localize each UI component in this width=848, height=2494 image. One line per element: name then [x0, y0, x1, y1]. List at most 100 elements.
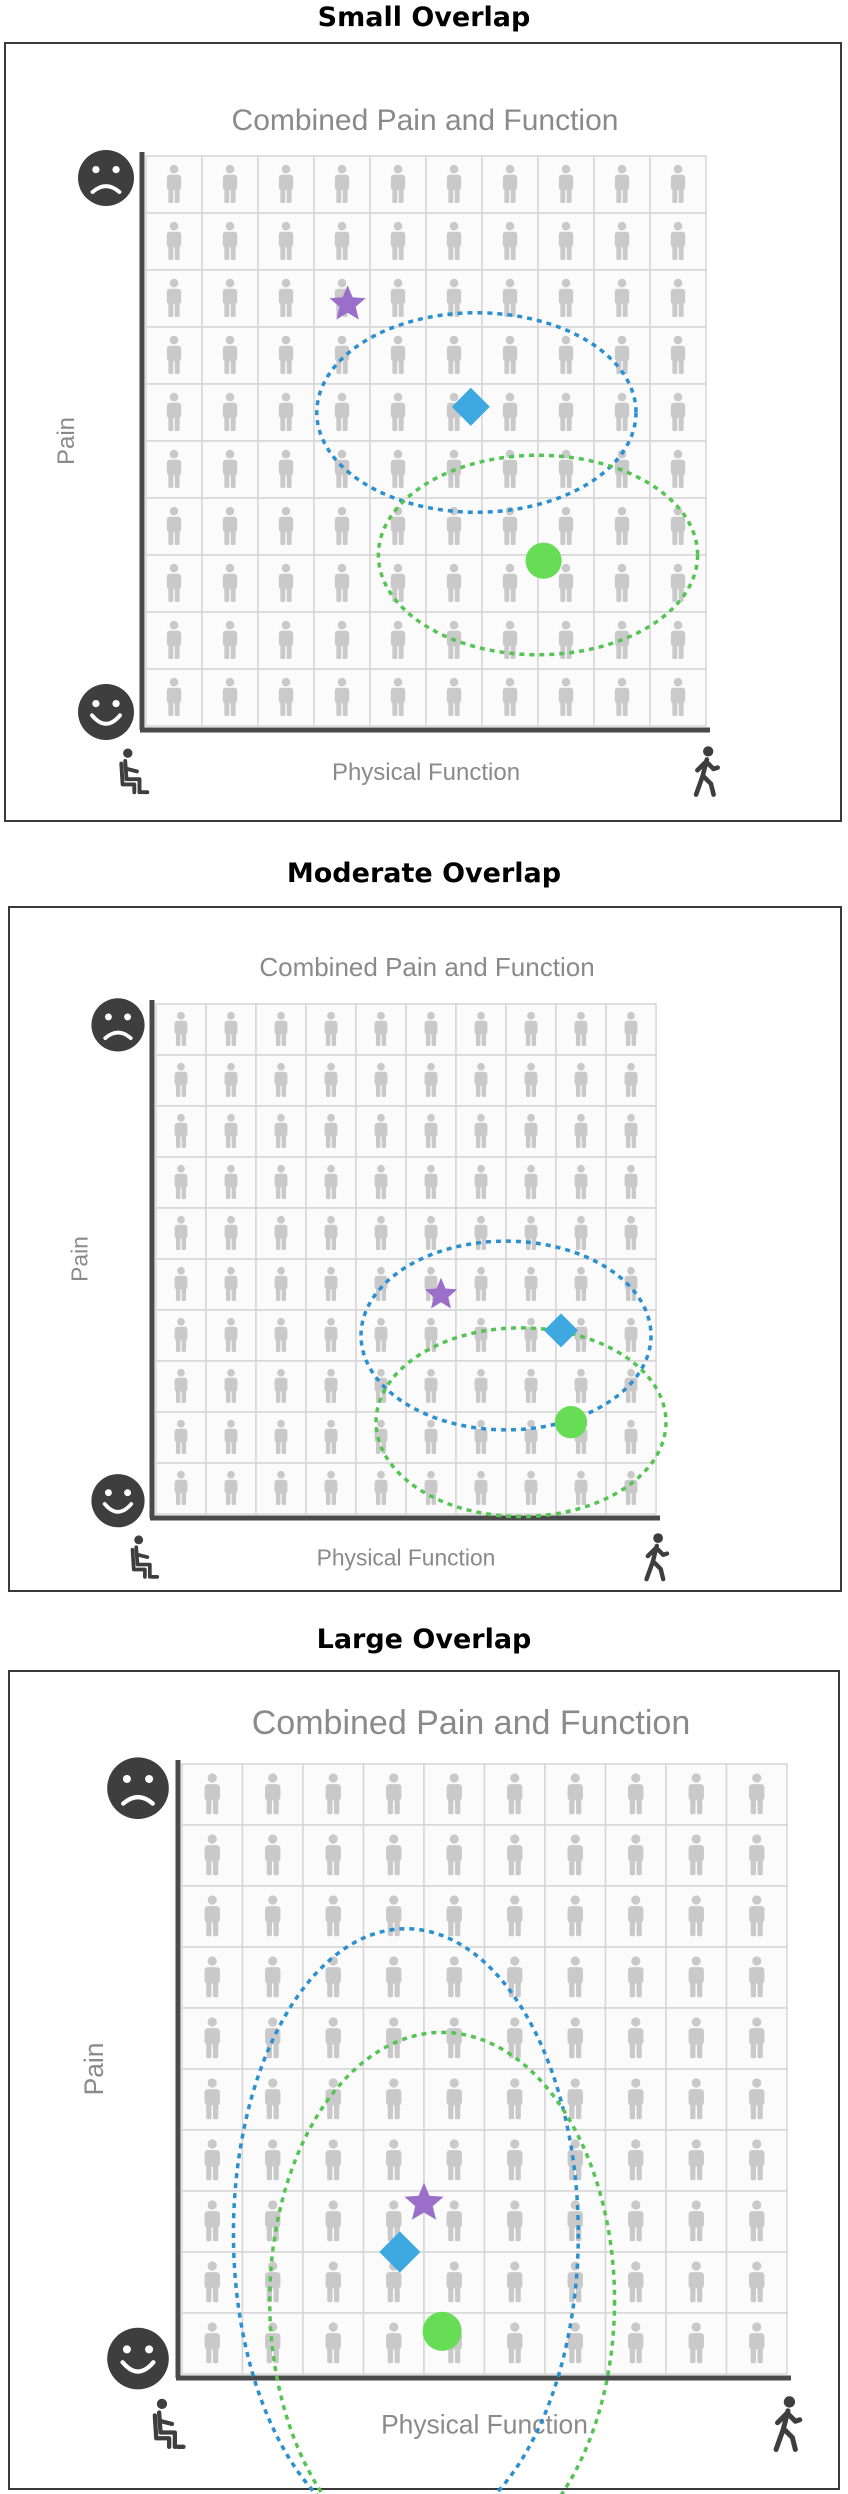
person-icon — [446, 506, 462, 545]
person-icon — [524, 1164, 538, 1200]
person-icon — [325, 1956, 341, 1998]
person-icon — [334, 164, 350, 203]
person-icon — [324, 1164, 338, 1200]
person-icon — [474, 1164, 488, 1200]
person-icon — [324, 1011, 338, 1047]
person-icon — [446, 164, 462, 203]
person-icon — [390, 221, 406, 260]
person-icon — [386, 1895, 402, 1937]
sad-face-icon — [91, 998, 145, 1052]
person-icon — [325, 2200, 341, 2242]
person-icon — [390, 449, 406, 488]
person-icon — [524, 1419, 538, 1455]
person-icon — [324, 1266, 338, 1302]
person-icon — [474, 1011, 488, 1047]
seated-person-icon — [152, 2398, 186, 2449]
person-icon — [567, 2322, 583, 2364]
person-icon — [204, 2200, 220, 2242]
circle-marker — [554, 1406, 588, 1439]
distribution-ellipse — [268, 2030, 617, 2494]
person-icon — [688, 2139, 704, 2181]
person-icon — [222, 620, 238, 659]
person-icon — [424, 1419, 438, 1455]
person-icon — [224, 1215, 238, 1251]
person-icon — [502, 164, 518, 203]
person-icon — [670, 164, 686, 203]
person-icon — [474, 1062, 488, 1098]
person-icon — [174, 1419, 188, 1455]
person-icon — [474, 1215, 488, 1251]
person-icon — [628, 1834, 644, 1876]
person-icon — [174, 1215, 188, 1251]
distribution-ellipse — [376, 453, 700, 657]
person-icon — [386, 1834, 402, 1876]
panel-title: Combined Pain and Function — [259, 952, 595, 982]
person-icon — [524, 1368, 538, 1404]
person-icon — [166, 221, 182, 260]
person-icon — [502, 677, 518, 716]
person-icon — [502, 278, 518, 317]
person-icon — [446, 1956, 462, 1998]
person-icon — [446, 1895, 462, 1937]
person-icon — [274, 1317, 288, 1353]
sad-face-icon — [107, 1757, 169, 1819]
person-icon — [374, 1164, 388, 1200]
person-icon — [324, 1368, 338, 1404]
happy-face-icon — [78, 684, 134, 740]
person-icon — [274, 1266, 288, 1302]
person-icon — [474, 1419, 488, 1455]
person-icon — [386, 2078, 402, 2120]
walking-person-icon — [693, 746, 720, 797]
person-icon — [334, 449, 350, 488]
person-icon — [278, 620, 294, 659]
y-axis-label: Pain — [79, 2043, 109, 2096]
person-icon — [624, 1419, 638, 1455]
person-icon — [204, 2078, 220, 2120]
person-icon — [174, 1470, 188, 1506]
person-icon — [222, 335, 238, 374]
panel-heading: Small Overlap — [317, 2, 531, 33]
sad-face-icon — [78, 150, 134, 206]
person-icon — [749, 2322, 765, 2364]
person-icon — [567, 1834, 583, 1876]
person-icon — [524, 1266, 538, 1302]
person-icon — [567, 1956, 583, 1998]
walking-person-icon — [773, 2396, 803, 2452]
person-icon — [374, 1470, 388, 1506]
person-icon — [446, 449, 462, 488]
circle-marker — [525, 542, 562, 579]
person-icon — [386, 2322, 402, 2364]
person-icon — [278, 392, 294, 431]
person-icon — [567, 2078, 583, 2120]
person-icon — [224, 1368, 238, 1404]
person-icon — [278, 449, 294, 488]
person-icon — [628, 2078, 644, 2120]
person-icon — [446, 563, 462, 602]
person-icon — [324, 1215, 338, 1251]
person-icon — [446, 620, 462, 659]
person-icon — [670, 506, 686, 545]
person-icon — [274, 1215, 288, 1251]
person-icon — [224, 1164, 238, 1200]
person-icon — [224, 1062, 238, 1098]
person-icon — [558, 563, 574, 602]
person-icon — [174, 1164, 188, 1200]
person-icon — [574, 1011, 588, 1047]
person-icon — [390, 335, 406, 374]
person-icon — [222, 164, 238, 203]
person-icon — [558, 506, 574, 545]
person-icon — [624, 1368, 638, 1404]
person-icon — [524, 1011, 538, 1047]
person-icon — [424, 1062, 438, 1098]
person-icon — [166, 506, 182, 545]
person-icon — [446, 2261, 462, 2303]
person-icon — [502, 563, 518, 602]
person-icon — [374, 1011, 388, 1047]
person-icon — [424, 1470, 438, 1506]
diamond-marker — [544, 1313, 578, 1348]
person-icon — [174, 1266, 188, 1302]
person-icon — [324, 1113, 338, 1149]
person-icon — [749, 2078, 765, 2120]
person-icon — [386, 2017, 402, 2059]
person-icon — [574, 1266, 588, 1302]
